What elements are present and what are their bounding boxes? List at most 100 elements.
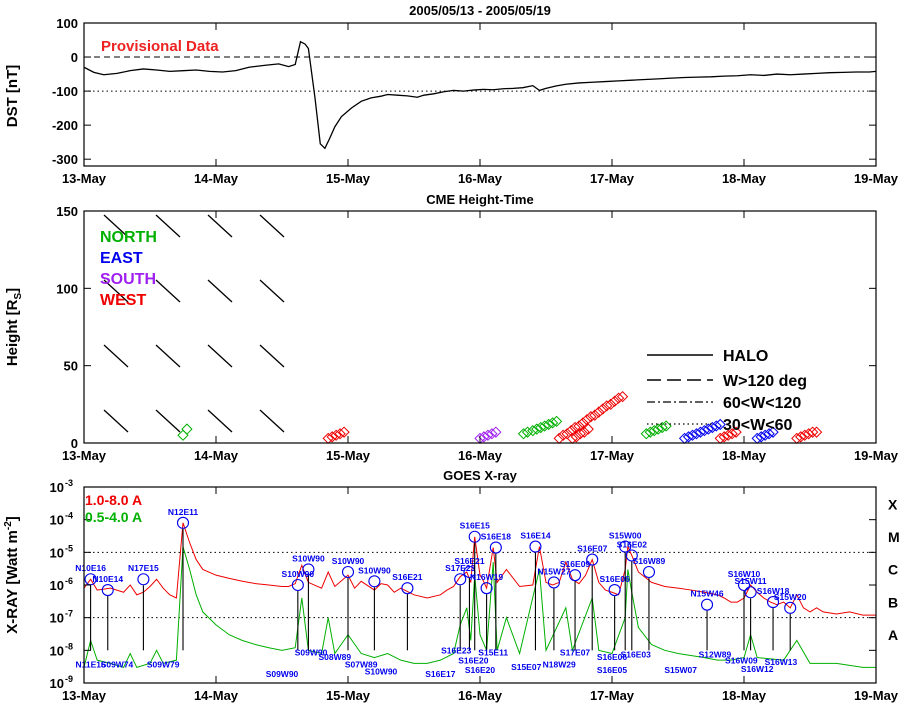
dst-x-ticks: 13-May 14-May 15-May 16-May 17-May 18-May 19-M… (62, 23, 899, 186)
flare-label-top: N17E15 (128, 563, 159, 573)
flare-peak-circle (784, 601, 797, 614)
cme-point (605, 398, 617, 410)
cme-hatch-region (103, 214, 285, 433)
cme-point (581, 414, 593, 426)
flare-label-top: S16E09 (560, 559, 591, 569)
cme-direction-legend: NORTH EAST SOUTH WEST (100, 229, 157, 309)
cme-point (660, 420, 672, 432)
xray-series-line (83, 522, 876, 616)
dst-line (83, 40, 877, 150)
flare-label-bottom: S16E17 (425, 669, 456, 679)
xray-flare-classes: A BC M X (888, 496, 900, 643)
flare-label-bottom: S09W90 (295, 647, 328, 657)
flare-peak-circle (137, 573, 150, 586)
flare-label-top: S16E21 (454, 556, 485, 566)
xray-y-ticks: 10-910-810-710-610-510-410-3 (50, 478, 876, 691)
xray-y-axis-label: X-RAY [Watt m-2] (3, 516, 21, 634)
legend-south: SOUTH (100, 271, 156, 288)
cme-point (593, 406, 605, 418)
cme-point (608, 395, 621, 407)
flare-label-top: N16W19 (470, 572, 503, 582)
flare-label-top: N10E16 (75, 563, 106, 573)
xray-lines (83, 522, 876, 669)
cme-hatch-line (207, 279, 233, 303)
flare-peak-circle (700, 598, 714, 611)
y-tick-exponent: -3 (65, 478, 73, 488)
x-tick-label: 13-May (62, 448, 107, 463)
dst-provisional-label: Provisional Data (101, 38, 219, 55)
xray-title: GOES X-ray (443, 468, 517, 483)
flare-peak-circle (302, 563, 315, 576)
y-tick-label: -200 (52, 118, 78, 133)
flare-label-bottom: S16E23 (441, 645, 472, 655)
y-tick-exponent: -4 (65, 511, 73, 521)
cme-x-ticks: 13-May 14-May 15-May 16-May 17-May 18-May 19-M… (62, 211, 899, 463)
y-tick-label: 10 (50, 480, 64, 495)
flare-peak-circle (586, 553, 599, 566)
flare-peak-circle (642, 565, 656, 579)
flare-peak-circle (401, 582, 414, 595)
flare-peak-circle (529, 540, 542, 553)
x-tick-label: 17-May (590, 688, 635, 703)
flare-class-label: B (888, 594, 898, 610)
flare-label-top: S10W90 (282, 569, 315, 579)
cme-hatch-line (259, 344, 285, 368)
flare-peak-circle (489, 541, 502, 554)
cme-hatch-line (103, 214, 129, 238)
cme-hatch-line (155, 279, 181, 303)
cme-title: CME Height-Time (426, 192, 533, 207)
legend-long-channel: 1.0-8.0 A (85, 492, 142, 508)
flare-label-bottom: S16E06 (597, 652, 628, 662)
flare-label-bottom: S16W13 (765, 657, 798, 667)
dst-y-ticks: 100 0 -100 -200 -300 (52, 16, 876, 167)
x-tick-label: 15-May (326, 171, 371, 186)
flare-label-bottom: S17E07 (560, 647, 591, 657)
flare-label-top: S16E07 (577, 544, 608, 554)
x-tick-label: 16-May (458, 448, 503, 463)
x-tick-label: 16-May (458, 171, 503, 186)
flare-label-bottom: N18W29 (543, 659, 576, 669)
flare-label-top: S16E21 (392, 572, 423, 582)
flare-label-top: N10E14 (92, 574, 123, 584)
flare-label-bottom: S15W07 (664, 665, 697, 675)
cme-hatch-line (103, 344, 129, 368)
flare-label-top: S15W20 (774, 592, 807, 602)
cme-point (490, 426, 502, 438)
cme-hatch-line (207, 344, 233, 368)
x-tick-label: 19-May (854, 171, 899, 186)
x-tick-label: 18-May (722, 171, 767, 186)
cme-point (810, 426, 823, 438)
cme-point (553, 432, 565, 445)
cme-y-axis-label: Height [RS] (4, 288, 24, 366)
legend-short-channel: 0.5-4.0 A (85, 509, 142, 525)
dst-panel: 2005/05/13 - 2005/05/19 Provisional Data… (4, 3, 899, 186)
y-tick-label: 100 (56, 16, 78, 31)
cme-point (597, 403, 609, 415)
cme-point (550, 415, 563, 428)
flare-class-label: M (888, 529, 900, 545)
flare-label-top: S15W00 (609, 531, 642, 541)
flare-label-bottom: S09W74 (101, 659, 134, 669)
flare-peak-circle (176, 516, 190, 529)
y-tick-label: 0 (71, 50, 78, 65)
x-tick-label: 15-May (326, 448, 371, 463)
flare-label-top: S10W90 (358, 565, 391, 575)
cme-panel: CME Height-Time Height [RS] 0 50 100 150 13… (4, 192, 899, 463)
x-tick-label: 13-May (62, 688, 107, 703)
cme-point (578, 426, 590, 438)
flare-peak-circle (547, 576, 560, 589)
legend-w30: 30<W<60 (723, 417, 792, 434)
xray-reference-lines (84, 551, 876, 619)
cme-point (806, 426, 819, 438)
x-tick-label: 18-May (722, 688, 767, 703)
cme-point (570, 431, 583, 443)
flare-peak-circle (101, 584, 114, 597)
x-tick-label: 16-May (458, 688, 503, 703)
cme-hatch-line (155, 344, 181, 368)
legend-north: NORTH (100, 229, 157, 246)
cme-hatch-line (207, 214, 233, 238)
flare-label-top: S16E14 (520, 531, 551, 541)
legend-west: WEST (100, 292, 146, 309)
cme-point (181, 423, 193, 435)
x-tick-label: 17-May (590, 171, 635, 186)
